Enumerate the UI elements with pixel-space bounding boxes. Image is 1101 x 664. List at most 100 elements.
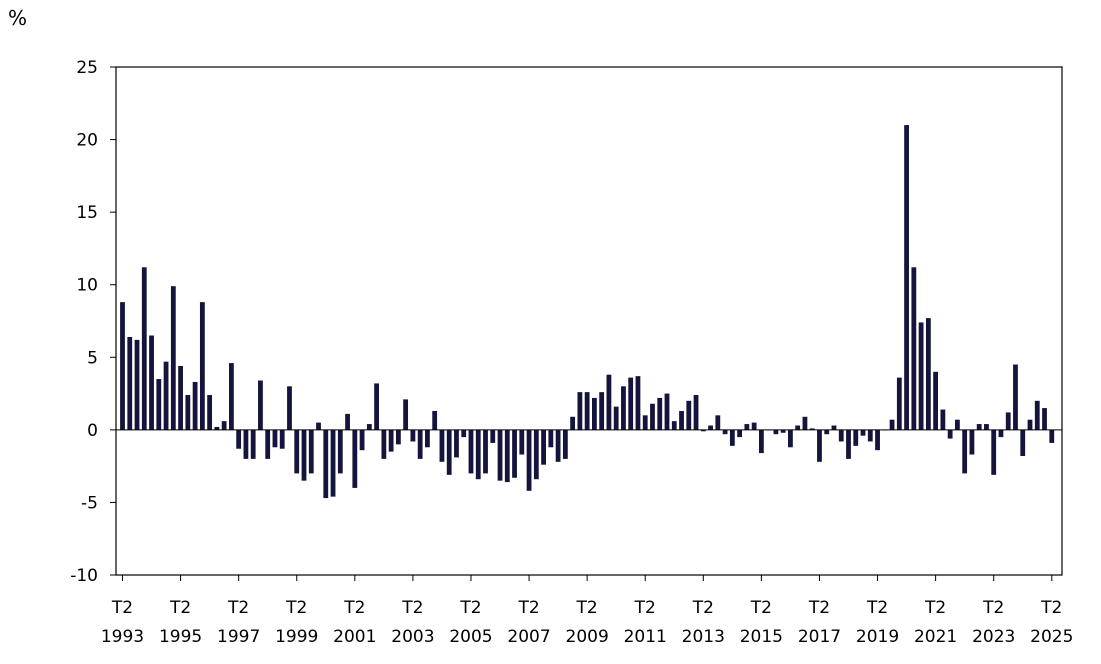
bar	[599, 392, 605, 430]
bar	[1027, 419, 1033, 430]
plot-area-frame	[115, 66, 1063, 576]
bar	[366, 424, 372, 430]
bar	[867, 429, 873, 442]
bar	[838, 429, 844, 442]
x-axis-ticks: T2 1993 T2 1995 T2 1997 T2 1999 T2 2001 T2 2003 T2 20…	[101, 575, 1073, 647]
bar	[686, 400, 692, 430]
x-tick-quarter-label: T2	[750, 598, 772, 618]
bar	[737, 429, 742, 438]
y-axis-unit-label: %	[8, 6, 28, 30]
bar	[657, 397, 663, 430]
bar	[817, 429, 822, 462]
bar	[127, 336, 133, 430]
bar	[969, 429, 975, 455]
bar	[454, 429, 459, 458]
bar	[570, 416, 576, 430]
x-tick-quarter-label: T2	[866, 598, 888, 618]
x-tick-quarter-label: T2	[401, 598, 423, 618]
bar	[141, 267, 147, 430]
x-tick-quarter-label: T2	[808, 598, 830, 618]
bar	[889, 419, 895, 430]
bar	[1034, 400, 1040, 430]
bar	[490, 429, 496, 443]
bar	[664, 393, 670, 430]
bar	[918, 322, 924, 430]
x-tick-quarter-label: T2	[692, 598, 714, 618]
x-tick-quarter-label: T2	[982, 598, 1004, 618]
y-tick-label: 15	[76, 203, 98, 223]
bar	[628, 377, 634, 430]
bar	[584, 392, 590, 430]
bar	[911, 267, 917, 430]
bar	[192, 381, 198, 430]
bar	[976, 424, 982, 430]
bar	[250, 429, 256, 459]
x-tick-year-label: 2021	[914, 627, 957, 647]
bar	[207, 395, 213, 430]
bar	[120, 302, 125, 430]
bar	[1042, 408, 1047, 430]
bar	[606, 374, 612, 430]
bar	[323, 429, 329, 499]
bar	[258, 380, 263, 430]
bar	[788, 429, 793, 448]
y-tick-label: 25	[76, 58, 98, 78]
bar	[831, 425, 837, 430]
x-tick-quarter-label: T2	[517, 598, 539, 618]
x-tick-year-label: 1993	[101, 627, 144, 647]
x-tick-year-label: 1995	[159, 627, 202, 647]
x-tick-year-label: 2011	[624, 627, 667, 647]
bar	[287, 386, 292, 430]
bar	[221, 421, 227, 430]
x-tick-year-label: 2017	[798, 627, 841, 647]
bar	[933, 371, 939, 430]
y-tick-label: 0	[87, 421, 98, 441]
bar	[708, 425, 713, 430]
bar	[744, 424, 750, 430]
y-tick-label: 5	[87, 348, 98, 368]
x-tick-quarter-label: T2	[576, 598, 598, 618]
bar	[308, 429, 314, 474]
x-tick-quarter-label: T2	[459, 598, 481, 618]
bar	[1020, 429, 1026, 456]
bar	[751, 422, 757, 430]
bar	[395, 429, 401, 445]
bar	[729, 429, 735, 446]
bar	[519, 429, 525, 455]
bar	[846, 429, 851, 459]
bar	[352, 429, 358, 488]
bar	[548, 429, 554, 448]
x-tick-year-label: 2009	[566, 627, 609, 647]
bar	[236, 429, 242, 449]
bar	[294, 429, 300, 474]
bar	[214, 426, 220, 430]
bar	[722, 429, 728, 435]
bar	[265, 429, 271, 459]
bar	[780, 429, 786, 433]
bar	[468, 429, 474, 474]
bar	[621, 386, 626, 430]
bar	[809, 428, 815, 430]
bar	[795, 425, 801, 430]
bar	[650, 403, 655, 430]
x-tick-year-label: 2005	[449, 627, 492, 647]
x-tick-year-label: 2001	[333, 627, 376, 647]
x-tick-quarter-label: T2	[227, 598, 249, 618]
y-axis-ticks: 25 20 15 10 5 0 -5 -10	[70, 58, 116, 586]
bar	[425, 429, 430, 448]
bar	[853, 429, 859, 446]
bar	[642, 415, 648, 430]
bar	[592, 397, 597, 430]
bar	[301, 429, 307, 481]
bar	[773, 429, 779, 435]
bar	[671, 421, 677, 430]
bar	[947, 429, 953, 439]
bar	[178, 365, 183, 430]
bar	[896, 377, 902, 430]
x-tick-year-label: 2007	[507, 627, 550, 647]
bar	[962, 429, 968, 474]
bar	[134, 339, 140, 430]
bar	[199, 302, 205, 430]
bar	[243, 429, 249, 459]
